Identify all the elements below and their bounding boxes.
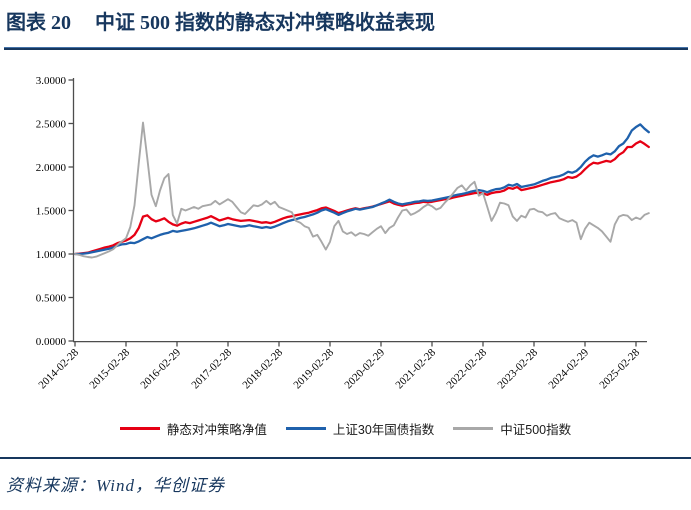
- x-tick-label: 2023-02-28: [495, 346, 540, 391]
- y-tick-label: 2.0000: [36, 162, 67, 174]
- legend-item-1: 上证30年国债指数: [285, 419, 435, 438]
- x-tick-label: 2025-02-28: [597, 346, 642, 391]
- legend-item-2: 中证500指数: [453, 419, 571, 438]
- x-tick-label: 2021-02-28: [393, 346, 438, 391]
- legend-swatch-icon: [285, 427, 326, 430]
- legend-label: 上证30年国债指数: [332, 423, 435, 437]
- x-tick-label: 2016-02-29: [138, 346, 183, 391]
- legend-swatch-icon: [453, 427, 494, 430]
- series-line-1: [73, 123, 650, 256]
- y-tick-label: 1.0000: [36, 249, 67, 261]
- series-line-2: [74, 121, 650, 259]
- y-tick-label: 3.0000: [36, 75, 67, 87]
- figure-caption: 中证 500 指数的静态对冲策略收益表现: [95, 12, 435, 34]
- source-note: 资料来源：Wind，华创证券: [6, 476, 225, 495]
- x-tick-label: 2015-02-28: [87, 346, 132, 391]
- legend-item-0: 静态对冲策略净值: [119, 419, 267, 438]
- x-tick-label: 2024-02-29: [546, 346, 591, 391]
- y-tick-label: 0.5000: [36, 293, 67, 305]
- x-tick-label: 2017-02-28: [189, 346, 234, 391]
- y-tick-label: 1.5000: [36, 206, 67, 218]
- series-line-0: [73, 140, 650, 256]
- x-tick-label: 2018-02-28: [240, 346, 285, 391]
- x-tick-label: 2022-02-28: [444, 346, 489, 391]
- legend-swatch-icon: [119, 427, 160, 430]
- x-tick-label: 2014-02-28: [36, 346, 81, 391]
- figure-title: 图表 20 中证 500 指数的静态对冲策略收益表现: [6, 6, 435, 35]
- y-tick-label: 2.5000: [36, 119, 67, 131]
- legend-label: 静态对冲策略净值: [166, 423, 267, 437]
- x-tick-label: 2019-02-28: [291, 346, 336, 391]
- title-divider-rule: [4, 47, 688, 50]
- figure-number-label: 图表 20: [6, 12, 71, 34]
- x-tick-label: 2020-02-29: [342, 346, 387, 391]
- footer-divider-rule: [0, 457, 691, 459]
- chart-legend: 静态对冲策略净值 上证30年国债指数 中证500指数: [0, 419, 691, 438]
- legend-label: 中证500指数: [500, 423, 572, 437]
- y-tick-label: 0.0000: [36, 336, 67, 348]
